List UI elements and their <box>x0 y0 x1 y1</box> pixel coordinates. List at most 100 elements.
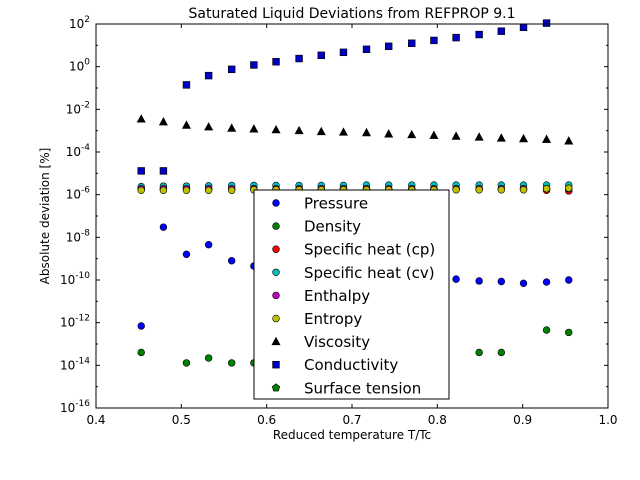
legend: Pressure Density Specific heat (cp) Specifi… <box>253 189 450 400</box>
data-point <box>384 42 393 51</box>
axis-ticks <box>95 23 609 409</box>
data-point <box>542 278 551 286</box>
data-point <box>542 326 551 334</box>
data-point <box>519 186 528 194</box>
x-tick-label: 1.0 <box>598 413 617 427</box>
data-point <box>542 134 552 143</box>
data-point <box>227 359 236 367</box>
data-point <box>317 51 325 60</box>
data-point <box>519 133 529 143</box>
data-point <box>497 27 506 35</box>
data-point <box>384 129 394 138</box>
data-point <box>294 125 304 135</box>
data-point <box>137 348 145 357</box>
y-tick-label: 10-10 <box>60 271 90 287</box>
data-point <box>452 186 460 194</box>
data-point <box>497 348 506 357</box>
legend-marker <box>272 291 280 300</box>
data-point <box>181 120 191 129</box>
legend-marker <box>272 245 280 253</box>
x-tick-label: 0.9 <box>513 413 532 427</box>
legend-marker <box>272 360 280 369</box>
data-point <box>475 348 483 357</box>
legend-label: Surface tension <box>304 379 421 397</box>
data-point <box>204 122 214 131</box>
data-point <box>338 127 348 136</box>
data-point <box>137 322 145 330</box>
data-point <box>451 131 461 140</box>
legend-marker <box>271 336 281 346</box>
y-tick-label: 10-14 <box>60 356 90 372</box>
data-point <box>227 257 236 265</box>
legend-marker <box>272 199 280 207</box>
data-point <box>249 124 259 133</box>
chart-title: Saturated Liquid Deviations from REFPROP… <box>189 6 516 22</box>
data-point <box>204 71 213 80</box>
data-point <box>159 223 168 231</box>
y-tick-label: 10-12 <box>60 314 90 330</box>
data-point <box>564 136 574 145</box>
x-tick-label: 0.4 <box>86 413 105 427</box>
series-density <box>137 326 573 367</box>
data-point <box>497 186 506 194</box>
data-point <box>316 126 326 136</box>
legend-label: Specific heat (cp) <box>304 241 435 259</box>
data-point <box>519 23 528 32</box>
data-point <box>227 186 236 195</box>
legend-marker <box>271 383 281 392</box>
data-point <box>542 19 551 27</box>
data-point <box>272 58 280 66</box>
legend-label: Enthalpy <box>304 287 370 305</box>
data-point <box>227 65 236 74</box>
y-tick-label: 102 <box>69 15 90 31</box>
data-point <box>182 81 191 89</box>
data-point <box>204 186 213 195</box>
legend-box <box>253 189 450 400</box>
data-point <box>430 36 438 45</box>
data-point <box>565 328 573 337</box>
legend-label: Entropy <box>304 310 362 328</box>
y-tick-labels: 102 100 10-2 10-4 10-6 10-8 10-10 10-12 10-14 10-… <box>60 15 90 415</box>
data-point <box>204 354 213 362</box>
legend-label: Pressure <box>304 195 368 213</box>
y-tick-label: 10-2 <box>66 100 90 116</box>
data-point <box>429 130 439 139</box>
data-point <box>475 277 483 285</box>
data-point <box>408 39 416 47</box>
legend-label: Conductivity <box>304 356 398 374</box>
data-point <box>182 250 191 259</box>
x-tick-labels: 0.4 0.5 0.6 0.7 0.8 0.9 1.0 <box>86 413 617 427</box>
data-point <box>474 132 484 141</box>
y-tick-label: 10-8 <box>66 228 91 244</box>
data-point <box>339 48 348 57</box>
data-point <box>271 124 281 134</box>
series-conductivity <box>137 19 551 175</box>
data-point <box>158 116 168 126</box>
data-point <box>497 277 506 286</box>
legend-label: Density <box>304 218 361 236</box>
data-point <box>159 167 168 175</box>
data-point <box>475 186 483 194</box>
data-point <box>159 186 168 195</box>
y-tick-label: 100 <box>69 58 90 74</box>
data-point <box>137 167 145 175</box>
data-point <box>362 45 371 54</box>
data-point <box>227 123 237 132</box>
x-tick-label: 0.8 <box>428 413 447 427</box>
x-tick-label: 0.6 <box>257 413 276 427</box>
legend-marker <box>272 314 280 323</box>
plot-border <box>95 23 609 409</box>
y-axis-label: Absolute deviation [%] <box>38 148 52 285</box>
legend-label: Specific heat (cv) <box>304 264 435 282</box>
data-point <box>542 185 551 193</box>
data-point <box>182 186 191 195</box>
x-axis-label: Reduced temperature T/Tc <box>273 428 431 442</box>
data-point <box>407 129 417 139</box>
legend-marker <box>272 222 280 230</box>
y-tick-label: 10-6 <box>66 186 91 202</box>
data-point <box>496 133 506 142</box>
data-point <box>519 279 528 288</box>
data-point <box>475 30 483 39</box>
x-tick-label: 0.7 <box>342 413 361 427</box>
